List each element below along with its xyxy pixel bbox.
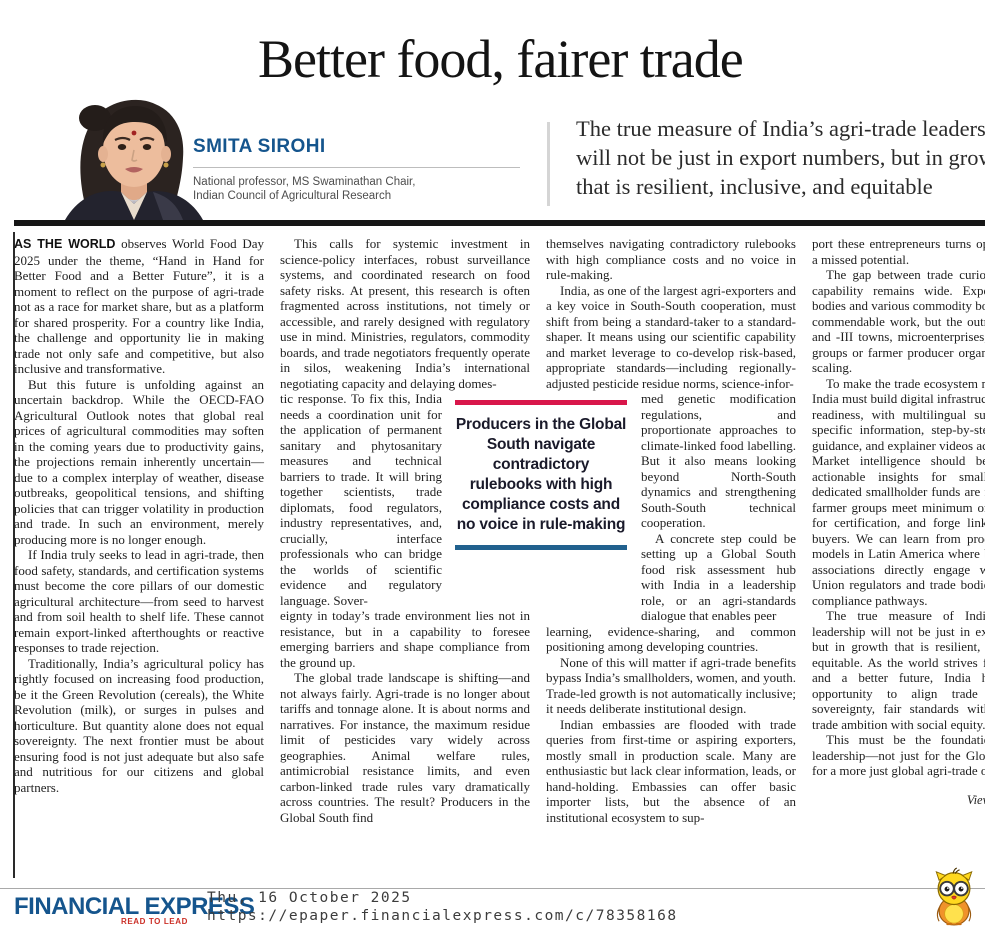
standfirst-line2: will not be just in export numbers, but … <box>576 145 985 170</box>
body-paragraph: None of this will matter if agri-trade b… <box>546 654 796 717</box>
sign-off: Views are personal <box>966 792 985 807</box>
body-paragraph: The global trade landscape is shifting—a… <box>280 670 530 825</box>
column-4: port these entrepreneurs turns opportuni… <box>812 236 985 878</box>
author-portrait-icon <box>65 99 203 220</box>
standfirst-line1: The true measure of India’s agri-trade l… <box>576 116 985 141</box>
column-2: This calls for systemic investment in sc… <box>280 236 530 878</box>
column-3: themselves navigating contradictory rule… <box>546 236 796 878</box>
body-paragraph: The true measure of India’s agri-trade l… <box>812 608 985 732</box>
standfirst-line3: that is resilient, inclusive, and equita… <box>576 174 933 199</box>
standfirst: The true measure of India’s agri-trade l… <box>576 114 985 201</box>
body-paragraph: AS THE WORLD observes World Food Day 202… <box>14 236 264 377</box>
paragraph-text: med genetic modification regulations, an… <box>641 391 796 530</box>
author-role-line2: Indian Council of Agricultural Research <box>193 190 392 202</box>
body-paragraph: Indian embassies are flooded with trade … <box>546 716 796 825</box>
article-left-rule <box>13 232 15 878</box>
pull-quote-box: Producers in the Global South navigate c… <box>455 400 627 550</box>
author-role: National professor, MS Swaminathan Chair… <box>193 175 415 203</box>
owl-assistant-widget[interactable] <box>926 866 982 928</box>
lead-in-text: AS THE WORLD <box>14 237 116 251</box>
standfirst-divider <box>547 122 550 206</box>
pull-quote-bottom-bar <box>455 545 627 550</box>
body-paragraph: themselves navigating contradictory rule… <box>546 236 796 282</box>
footer-date: Thu, 16 October 2025 <box>207 890 412 906</box>
header-divider-bar <box>14 220 985 226</box>
author-name: SMITA SIROHI <box>193 136 326 157</box>
article-body: AS THE WORLD observes World Food Day 202… <box>14 236 985 878</box>
pull-quote-text: Producers in the Global South navigate c… <box>455 416 627 533</box>
body-paragraph: port these entrepreneurs turns opportuni… <box>812 236 985 267</box>
body-paragraph: To make the trade ecosystem more inclusi… <box>812 375 985 608</box>
body-paragraph: India, as one of the largest agri-export… <box>546 282 796 391</box>
brand-tagline: READ TO LEAD <box>120 917 188 926</box>
author-role-line1: National professor, MS Swaminathan Chair… <box>193 176 416 188</box>
body-paragraph-wrapped: med genetic modification regulations, an… <box>641 391 796 624</box>
body-paragraph: Traditionally, India’s agricultural poli… <box>14 655 264 795</box>
body-paragraph: learning, evidence-sharing, and common p… <box>546 623 796 655</box>
byline-divider <box>193 167 520 168</box>
body-paragraph: eignty in today’s trade environment lies… <box>280 608 530 670</box>
paragraph-text: A concrete step could be setting up a Gl… <box>641 530 796 624</box>
page-title: Better food, fairer trade <box>258 29 744 89</box>
body-paragraph: This calls for systemic investment in sc… <box>280 236 530 391</box>
body-paragraph: But this future is unfolding against an … <box>14 376 264 547</box>
owl-mascot-icon <box>935 867 973 926</box>
body-paragraph: This must be the foundation of India’s l… <box>812 732 985 778</box>
footer-divider <box>0 888 985 889</box>
footer-url: https://epaper.financialexpress.com/c/78… <box>207 908 678 924</box>
body-paragraph-wrapped: tic response. To fix this, India needs a… <box>280 391 442 608</box>
author-illustration <box>35 92 231 220</box>
body-paragraph: If India truly seeks to lead in agri-tra… <box>14 547 264 655</box>
pull-quote-top-bar <box>455 400 627 405</box>
column-1: AS THE WORLD observes World Food Day 202… <box>14 236 264 878</box>
paragraph-text: observes World Food Day 2025 under the t… <box>14 236 265 376</box>
body-paragraph: The gap between trade curiosity and trad… <box>812 267 985 375</box>
